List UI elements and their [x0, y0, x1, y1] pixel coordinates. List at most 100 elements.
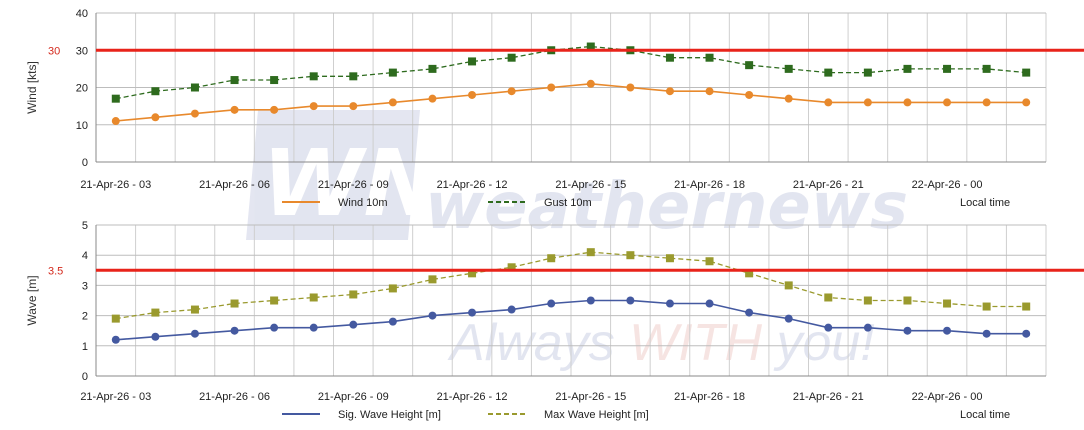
data-point [388, 317, 397, 326]
data-point [309, 102, 318, 111]
data-point [665, 254, 674, 263]
time-note: Local time [960, 197, 1010, 209]
data-point [586, 296, 595, 305]
wave-chart: 0 1 2 3 4 5 Wave [m] 21-Apr-26 - 03 21-Apr-26 - … [25, 220, 1084, 421]
data-point [863, 323, 872, 332]
data-point [1022, 329, 1031, 338]
data-point [903, 98, 912, 107]
data-point [388, 98, 397, 107]
data-point [863, 296, 872, 305]
data-point [309, 293, 318, 302]
x-tick-label: 21-Apr-26 - 18 [674, 391, 745, 403]
x-tick-label: 21-Apr-26 - 15 [555, 179, 626, 191]
data-point [1022, 68, 1031, 77]
data-point [230, 105, 239, 114]
series-line [115, 82, 1027, 122]
data-point [388, 284, 397, 293]
data-point [665, 53, 674, 62]
data-point [151, 113, 160, 122]
data-point [468, 269, 477, 278]
data-point [665, 87, 674, 96]
data-point [388, 68, 397, 77]
data-point [745, 90, 754, 99]
data-point [903, 326, 912, 335]
y-tick-label: 30 [76, 45, 88, 57]
data-point [270, 323, 279, 332]
legend-label: Gust 10m [544, 197, 592, 209]
data-point [349, 290, 358, 299]
y-tick-label: 3 [82, 280, 88, 292]
legend-label: Sig. Wave Height [m] [338, 409, 441, 421]
watermark-logo-shape [246, 110, 420, 240]
data-point [903, 296, 912, 305]
watermark-tagline-suffix: you! [762, 314, 875, 372]
data-point [111, 117, 120, 126]
data-point [190, 83, 199, 92]
x-tick-label: 21-Apr-26 - 09 [318, 179, 389, 191]
data-point [784, 64, 793, 73]
x-tick-label: 22-Apr-26 - 00 [912, 179, 983, 191]
data-point [784, 314, 793, 323]
data-point [824, 98, 833, 107]
data-point [745, 61, 754, 70]
data-point [1022, 302, 1031, 311]
data-point [863, 68, 872, 77]
watermark-brand-text: weathernews [425, 170, 908, 244]
x-tick-label: 21-Apr-26 - 21 [793, 179, 864, 191]
data-point [982, 302, 991, 311]
legend-label: Max Wave Height [m] [544, 409, 649, 421]
data-point [745, 308, 754, 317]
x-tick-label: 21-Apr-26 - 06 [199, 179, 270, 191]
x-tick-label: 21-Apr-26 - 12 [437, 391, 508, 403]
data-point [943, 64, 952, 73]
data-point [270, 105, 279, 114]
data-point [547, 254, 556, 263]
data-point [349, 72, 358, 81]
y-tick-label: 5 [82, 220, 88, 232]
y-tick-label: 4 [82, 250, 88, 262]
data-point [982, 329, 991, 338]
data-point [586, 79, 595, 88]
y-tick-label: 40 [76, 8, 88, 20]
x-tick-label: 21-Apr-26 - 18 [674, 179, 745, 191]
data-point [151, 332, 160, 341]
data-point [547, 83, 556, 92]
data-point [151, 308, 160, 317]
watermark-logo-text: WN [262, 130, 440, 237]
data-point [190, 305, 199, 314]
data-point [943, 326, 952, 335]
data-point [468, 308, 477, 317]
data-point [705, 53, 714, 62]
data-point [428, 311, 437, 320]
data-point [190, 109, 199, 118]
time-note: Local time [960, 409, 1010, 421]
y-tick-label: 0 [82, 371, 88, 383]
data-point [230, 299, 239, 308]
y-axis-label: Wind [kts] [25, 61, 39, 114]
data-point [626, 296, 635, 305]
data-point [428, 94, 437, 103]
data-point [626, 83, 635, 92]
x-tick-label: 21-Apr-26 - 21 [793, 391, 864, 403]
threshold-label: 30 [48, 45, 60, 57]
x-tick-label: 21-Apr-26 - 03 [80, 391, 151, 403]
data-point [705, 299, 714, 308]
data-point [784, 94, 793, 103]
data-point [943, 98, 952, 107]
data-point [151, 87, 160, 96]
x-tick-label: 21-Apr-26 - 15 [555, 391, 626, 403]
data-point [507, 53, 516, 62]
x-tick-label: 21-Apr-26 - 09 [318, 391, 389, 403]
data-point [190, 329, 199, 338]
data-point [309, 323, 318, 332]
data-point [982, 64, 991, 73]
watermark-tagline: Always WITH you! [447, 314, 875, 372]
data-point [982, 98, 991, 107]
y-axis-label: Wave [m] [25, 275, 39, 325]
data-point [349, 102, 358, 111]
data-point [230, 326, 239, 335]
data-point [705, 87, 714, 96]
y-tick-label: 1 [82, 341, 88, 353]
data-point [507, 305, 516, 314]
